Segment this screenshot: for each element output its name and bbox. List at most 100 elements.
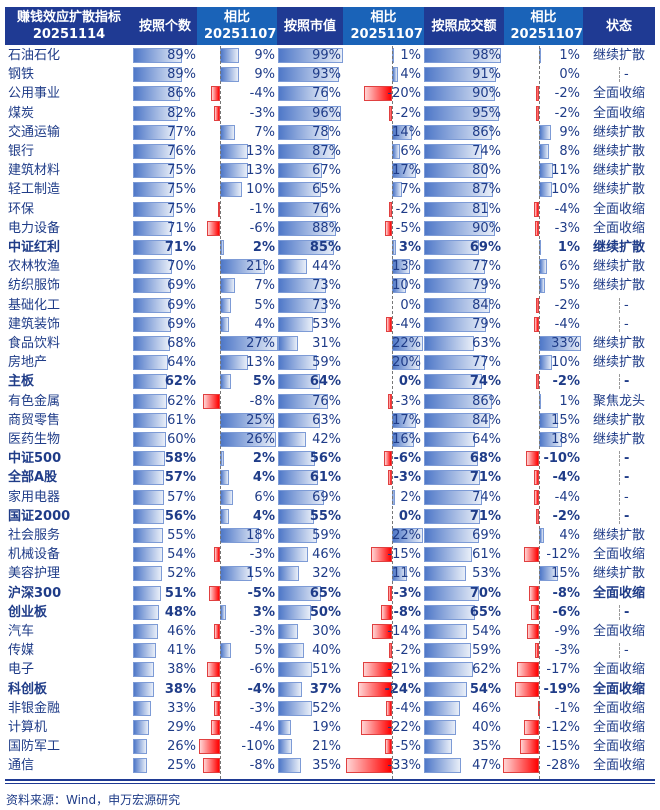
row-name: 银行 [8,144,35,159]
mcap-bar [278,278,327,294]
turnover_chg-value: 0% [559,67,580,83]
turnover-bar [424,451,478,467]
turnover-value: 95% [472,105,501,121]
turnover-value: 64% [472,432,501,447]
mcap-value: 46% [312,547,341,563]
mcap_chg-value: -2% [395,643,421,659]
table-row: 环保 75% -1% 76% -2% 81% -4% 全面收缩 [0,200,660,219]
count-bar [133,585,162,601]
count-bar [133,67,182,83]
count_chg-value: 25% [246,412,275,428]
count_chg-value: -3% [249,624,275,639]
count-bar [133,681,154,697]
mcap-bar [278,662,312,678]
table-row: 全部A股 57% 4% 61% -3% 71% -4% - [0,468,660,487]
status-text: - [624,67,629,83]
turnover-bar [424,86,496,102]
turnover-value: 90% [472,86,501,102]
footer-rule-thin [5,783,655,784]
count-bar [133,163,175,179]
mcap-bar [278,624,298,639]
count-value: 58% [164,451,196,467]
status-text: 继续扩散 [592,528,645,543]
mcap-value: 42% [312,432,341,447]
mcap-bar [278,124,330,140]
count-bar [133,470,165,486]
turnover-bar [424,48,502,63]
status-text: - [624,374,630,390]
turnover_chg-value: -6% [552,604,580,620]
table-row: 钢铁 89% 9% 93% 4% 91% 0% - [0,65,660,84]
count-bar [133,144,175,159]
turnover-value: 81% [472,201,501,217]
mcap-value: 55% [309,508,341,524]
row-name: 有色金属 [8,393,61,409]
turnover_chg-value: 1% [557,240,580,255]
count-bar [133,201,175,217]
status-text: - [624,451,630,467]
turnover_chg-bar [519,739,539,755]
turnover_chg-bar [536,297,539,313]
header-mcap: 按照市值 [277,7,343,45]
axis-turnover-change [539,46,540,779]
status-divider [619,470,620,486]
turnover-value: 54% [472,624,501,639]
turnover_chg-bar [503,758,539,774]
count_chg-value: -8% [249,758,275,774]
row-name: 机械设备 [8,547,61,563]
mcap_chg-value: -21% [387,662,421,678]
turnover_chg-bar [527,624,539,639]
row-name: 石油石化 [8,48,61,63]
mcap-value: 78% [312,124,341,140]
mcap-bar [278,67,340,83]
count_chg-value: 10% [246,182,275,198]
turnover_chg-value: -12% [546,720,580,735]
turnover_chg-value: -4% [552,470,580,486]
status-text: 继续扩散 [592,566,645,582]
turnover-bar [424,470,481,486]
mcap_chg-value: 1% [400,48,421,63]
mcap-value: 53% [312,316,341,332]
status-divider [619,316,620,332]
row-name: 中证500 [8,451,62,467]
turnover-bar [424,489,483,505]
status-text: 继续扩散 [592,163,645,179]
mcap-bar [278,393,329,409]
turnover_chg-value: 5% [559,278,580,294]
turnover-bar [424,393,492,409]
count_chg-value: 2% [252,451,275,467]
status-text: 全面收缩 [592,624,645,639]
mcap_chg-value: 14% [392,124,421,140]
mcap_chg-value: -33% [387,758,421,774]
table-row: 食品饮料 68% 27% 31% 22% 63% 33% 继续扩散 [0,334,660,353]
turnover-bar [424,182,493,198]
mcap_chg-value: 13% [392,259,421,275]
mcap-bar [278,451,315,467]
axis-count-change [220,46,221,779]
row-name: 家用电器 [8,489,61,505]
status-text: 全面收缩 [592,662,645,678]
count-value: 69% [167,316,196,332]
mcap-value: 73% [312,297,341,313]
status-text: 全面收缩 [592,105,645,121]
turnover_chg-value: 8% [559,144,580,159]
row-name: 国防军工 [8,739,61,755]
mcap-value: 99% [312,48,341,63]
table-row: 国防军工 26% -10% 21% -5% 35% -15% 全面收缩 [0,737,660,756]
count-value: 41% [167,643,196,659]
count-value: 55% [167,528,196,543]
status-text: 全面收缩 [592,220,645,236]
status-divider [619,297,620,313]
count-bar [133,86,181,102]
count-value: 64% [167,355,196,371]
mcap-value: 59% [312,528,341,543]
turnover_chg-value: 1% [559,393,580,409]
turnover-value: 69% [469,240,501,255]
turnover-bar [424,604,476,620]
count_chg-value: 5% [254,643,275,659]
count_chg-value: -4% [249,720,275,735]
count-value: 82% [167,105,196,121]
mcap_chg-bar [372,624,392,639]
count_chg-bar [213,547,220,563]
turnover-bar [424,297,491,313]
